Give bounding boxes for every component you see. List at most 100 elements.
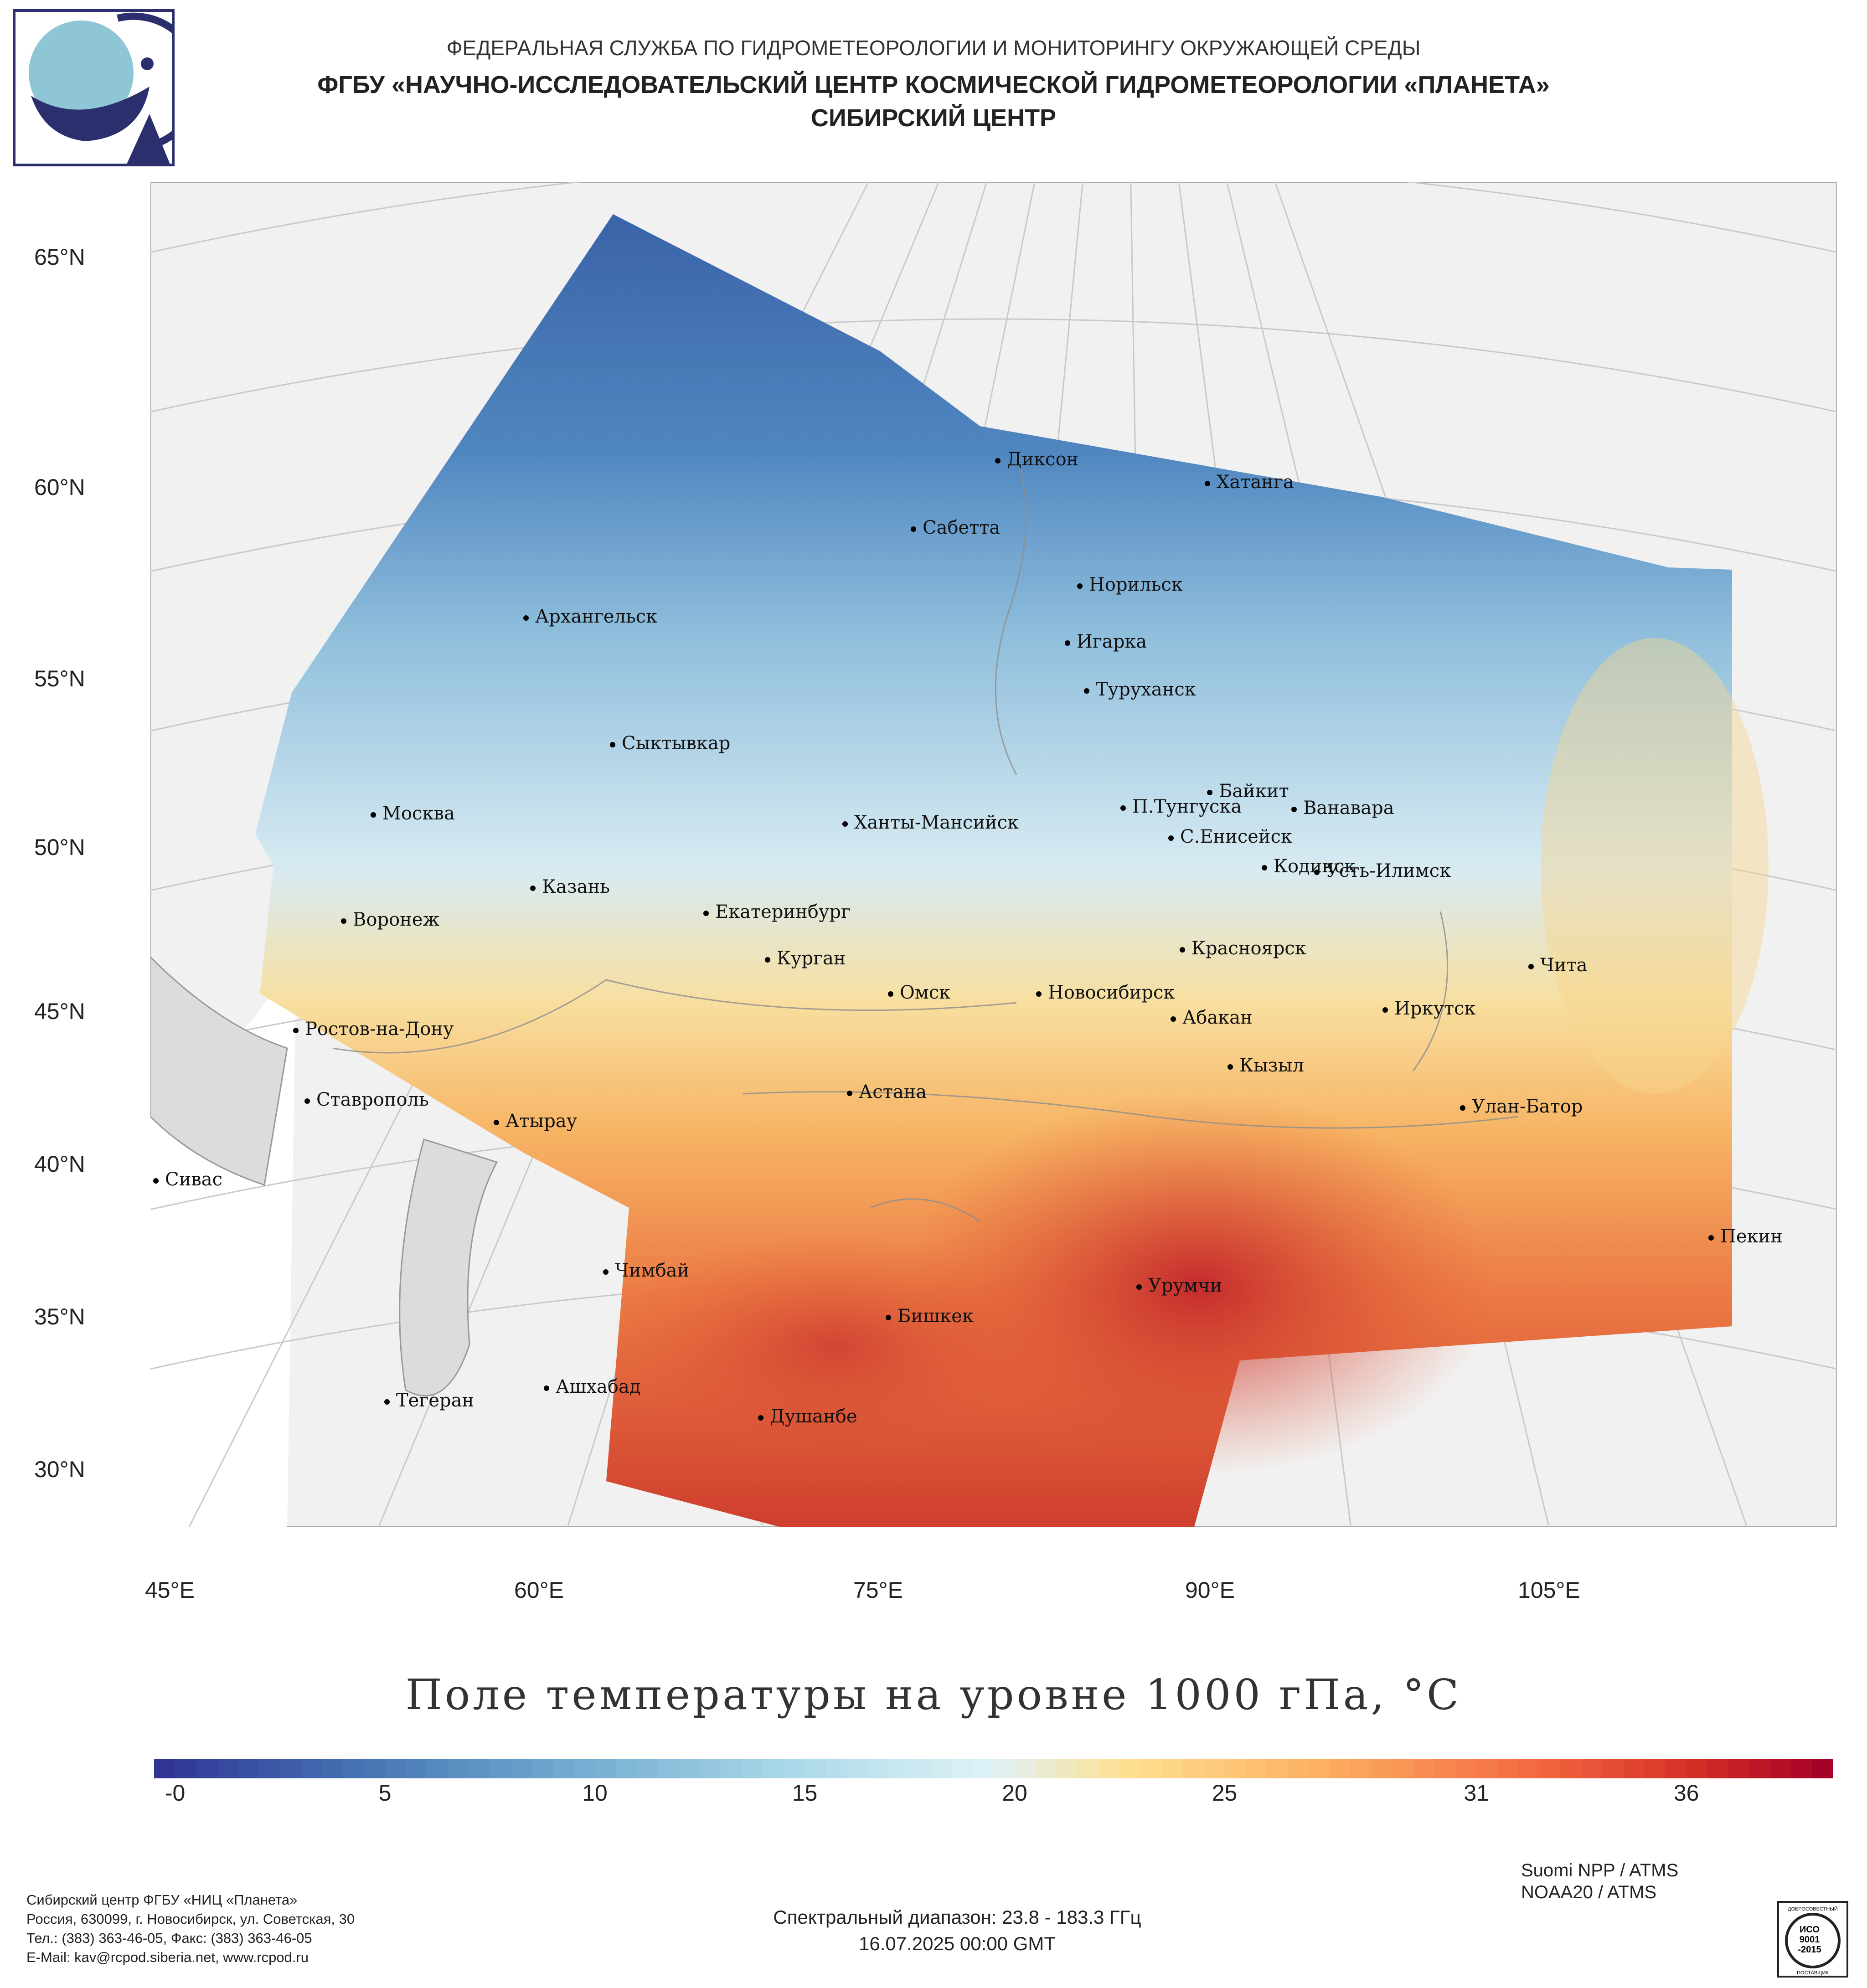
city-label: Астана [847, 1082, 927, 1102]
city-dot-icon [1205, 481, 1210, 486]
colorbar-cell [1455, 1759, 1477, 1778]
colorbar-cell [742, 1759, 763, 1778]
colorbar-cell [259, 1759, 281, 1778]
lat-label: 50°N [34, 834, 85, 860]
colorbar-cell [825, 1759, 847, 1778]
colorbar-cell [1266, 1759, 1288, 1778]
city-label: Ванавара [1291, 798, 1394, 819]
colorbar-tick-label: 20 [1002, 1780, 1027, 1806]
colorbar-cell [511, 1759, 532, 1778]
colorbar-cell [301, 1759, 323, 1778]
colorbar-tick-label: -0 [165, 1780, 186, 1806]
colorbar-cell [658, 1759, 680, 1778]
colorbar-cell [427, 1759, 449, 1778]
colorbar-cell [637, 1759, 659, 1778]
colorbar-cell [343, 1759, 365, 1778]
colorbar-cell [1602, 1759, 1624, 1778]
colorbar-cell [552, 1759, 574, 1778]
city-dot-icon [153, 1178, 159, 1184]
org-name: Сибирский центр ФГБУ «НИЦ «Планета» [26, 1892, 298, 1908]
colorbar-cell [1749, 1759, 1771, 1778]
colorbar-cell [1203, 1759, 1225, 1778]
colorbar-cell [175, 1759, 197, 1778]
svg-text:ПОСТАВЩИК: ПОСТАВЩИК [1797, 1970, 1829, 1976]
colorbar-cell [448, 1759, 469, 1778]
colorbar-cell [1770, 1759, 1792, 1778]
city-dot-icon [304, 1098, 310, 1104]
org-email: E-Mail: kav@rcpod.siberia.net, www.rcpod… [26, 1949, 309, 1965]
city-dot-icon [530, 886, 536, 891]
colorbar-cell [784, 1759, 805, 1778]
city-dot-icon [1084, 688, 1089, 694]
lon-label: 45°E [145, 1577, 195, 1603]
city-dot-icon [523, 615, 529, 621]
colorbar-cell [385, 1759, 407, 1778]
city-dot-icon [886, 1315, 891, 1320]
city-label: Тегеран [384, 1390, 474, 1411]
city-label: Атырау [494, 1111, 577, 1132]
org-phone: Тел.: (383) 363-46-05, Факс: (383) 363-4… [26, 1930, 312, 1946]
city-dot-icon [703, 911, 709, 916]
city-dot-icon [995, 458, 1001, 464]
colorbar-cell [1791, 1759, 1813, 1778]
organization-contacts: Сибирский центр ФГБУ «НИЦ «Планета» Росс… [26, 1890, 355, 1967]
planeta-logo-icon [13, 9, 175, 166]
colorbar-cell [364, 1759, 386, 1778]
city-dot-icon [603, 1269, 609, 1275]
colorbar-cell [1623, 1759, 1645, 1778]
city-label: Норильск [1077, 574, 1183, 595]
city-label: Ростов-на-Дону [293, 1019, 454, 1040]
agency-title: ФЕДЕРАЛЬНАЯ СЛУЖБА ПО ГИДРОМЕТЕОРОЛОГИИ … [446, 36, 1421, 60]
colorbar-cell [930, 1759, 952, 1778]
city-label: Новосибирск [1036, 982, 1175, 1003]
city-dot-icon [1262, 865, 1267, 870]
colorbar-cell [721, 1759, 743, 1778]
satellite-list: Suomi NPP / ATMS NOAA20 / ATMS [1521, 1859, 1678, 1903]
colorbar-cell [1015, 1759, 1037, 1778]
lon-label: 75°E [853, 1577, 903, 1603]
city-dot-icon [494, 1120, 499, 1125]
city-label: Кызыл [1227, 1055, 1304, 1076]
lat-label: 30°N [34, 1457, 85, 1482]
colorbar-cell [1497, 1759, 1519, 1778]
city-dot-icon [544, 1385, 549, 1391]
colorbar-cell [1434, 1759, 1456, 1778]
colorbar-tick-label: 36 [1673, 1780, 1699, 1806]
colorbar-cell [1224, 1759, 1246, 1778]
city-dot-icon [1168, 835, 1174, 841]
city-dot-icon [1708, 1235, 1714, 1241]
city-label: Чита [1528, 955, 1588, 976]
city-dot-icon [371, 812, 376, 818]
colorbar [154, 1759, 1833, 1778]
org-address: Россия, 630099, г. Новосибирск, ул. Сове… [26, 1911, 355, 1927]
svg-text:ДОБРОСОВЕСТНЫЙ: ДОБРОСОВЕСТНЫЙ [1788, 1906, 1838, 1912]
observation-datetime: 16.07.2025 00:00 GMT [859, 1933, 1056, 1954]
product-info: Спектральный диапазон: 23.8 - 183.3 ГГц … [670, 1904, 1244, 1957]
colorbar-cell [574, 1759, 596, 1778]
city-label: Красноярск [1180, 938, 1306, 959]
city-dot-icon [1227, 1064, 1233, 1070]
colorbar-cell [1099, 1759, 1120, 1778]
iso-certification-badge-icon: ДОБРОСОВЕСТНЫЙ ИСО 9001 -2015 ПОСТАВЩИК [1777, 1901, 1848, 1978]
lat-label: 45°N [34, 999, 85, 1024]
colorbar-cell [846, 1759, 868, 1778]
colorbar-cell [951, 1759, 973, 1778]
city-label: Ашхабад [544, 1376, 640, 1397]
colorbar-tick-label: 31 [1464, 1780, 1489, 1806]
city-label: Пекин [1708, 1226, 1783, 1247]
city-dot-icon [1180, 947, 1185, 953]
colorbar-cell [406, 1759, 428, 1778]
colorbar-cell [196, 1759, 218, 1778]
city-dot-icon [847, 1091, 852, 1096]
city-label: Урумчи [1136, 1275, 1222, 1296]
colorbar-cell [280, 1759, 302, 1778]
city-label: Сабетта [911, 517, 1000, 538]
colorbar-tick-label: 25 [1212, 1780, 1238, 1806]
city-dot-icon [911, 526, 916, 532]
city-dot-icon [765, 957, 770, 963]
city-dot-icon [888, 991, 893, 997]
city-dot-icon [1171, 1016, 1176, 1022]
svg-text:ИСО: ИСО [1800, 1925, 1820, 1935]
colorbar-cell [1350, 1759, 1372, 1778]
city-dot-icon [610, 742, 615, 747]
